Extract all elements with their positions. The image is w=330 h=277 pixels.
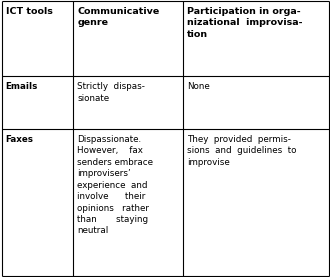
Text: None: None: [187, 82, 210, 91]
Text: They  provided  permis-
sions  and  guidelines  to
improvise: They provided permis- sions and guidelin…: [187, 135, 297, 167]
Text: Participation in orga-
nizational  improvisa-
tion: Participation in orga- nizational improv…: [187, 7, 303, 39]
Text: Communicative
genre: Communicative genre: [77, 7, 159, 27]
Text: Strictly  dispas-
sionate: Strictly dispas- sionate: [77, 82, 145, 103]
Text: Dispassionate.
However,    fax
senders embrace
improvisers’
experience  and
invo: Dispassionate. However, fax senders embr…: [77, 135, 153, 235]
Text: Emails: Emails: [6, 82, 38, 91]
Text: ICT tools: ICT tools: [6, 7, 52, 16]
Text: Faxes: Faxes: [6, 135, 34, 144]
